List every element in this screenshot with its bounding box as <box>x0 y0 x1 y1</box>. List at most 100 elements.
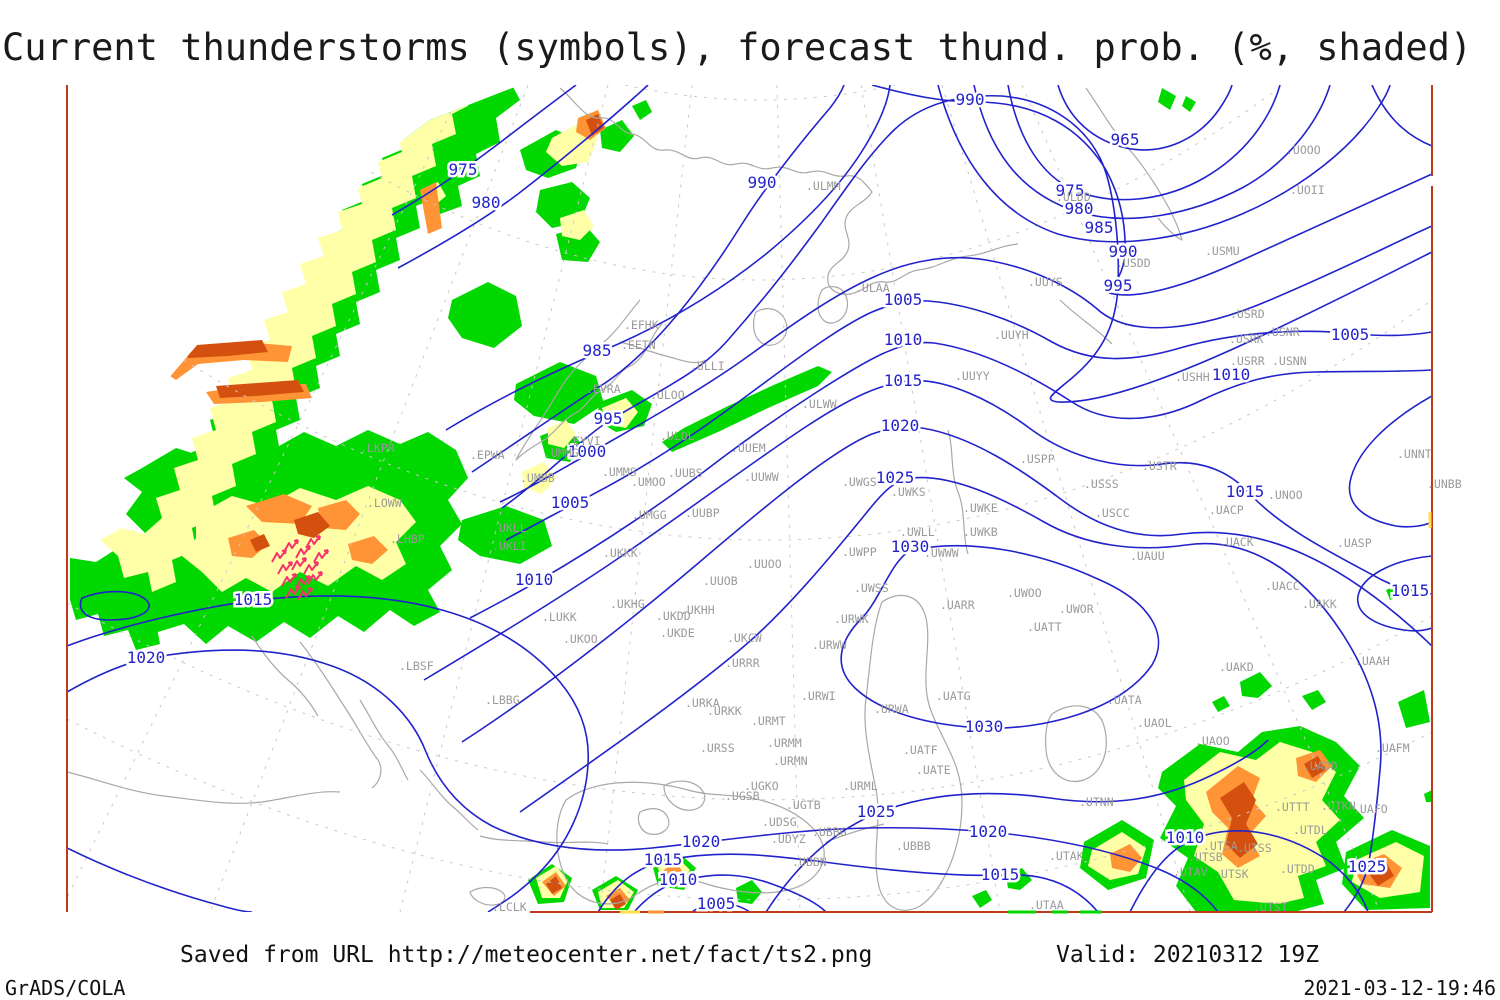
station-label: .USMU <box>1205 244 1240 258</box>
station-label: .UWPP <box>842 545 877 559</box>
isobar-label: 965 <box>1111 130 1140 149</box>
station-label: .LBBG <box>485 693 520 707</box>
station-label: .UAKK <box>1302 597 1337 611</box>
station-label: .UAKD <box>1219 660 1254 674</box>
station-label: .URRR <box>725 656 760 670</box>
station-label: .UTSS <box>1237 841 1272 855</box>
station-label: .USNR <box>1265 325 1300 339</box>
isobar-label: 990 <box>956 90 985 109</box>
station-label: .UTDL <box>1293 823 1328 837</box>
station-label: .UMGG <box>632 508 667 522</box>
station-label: .URMM <box>767 736 802 750</box>
station-label: .URMN <box>773 754 808 768</box>
graticule-layer <box>67 85 1432 912</box>
station-label: .UAOO <box>1195 734 1230 748</box>
station-label: .UKLL <box>492 521 527 535</box>
station-label: .UKDD <box>656 609 691 623</box>
isobar-label: 1020 <box>682 832 721 851</box>
isobar-label: 980 <box>1065 199 1094 218</box>
station-label: .UWWW <box>924 546 959 560</box>
thunderstorm-symbol-icon <box>283 539 299 553</box>
isobar-label: 1025 <box>876 468 915 487</box>
station-label: .UTAA <box>1029 898 1064 912</box>
station-label: .EFHK <box>624 318 659 332</box>
isobar-label: 995 <box>594 409 623 428</box>
station-label: .UDYZ <box>771 832 806 846</box>
station-label: .UNNT <box>1397 447 1432 461</box>
station-label: .USDD <box>1116 256 1151 270</box>
station-label: .UARR <box>940 598 975 612</box>
station-label: .EYVI <box>566 434 601 448</box>
isobar-label: 990 <box>1109 242 1138 261</box>
station-label: .UACC <box>1265 579 1300 593</box>
station-label: .UTAV <box>1173 865 1208 879</box>
station-label: .UKHG <box>610 597 645 611</box>
station-label: .URKA <box>685 696 720 710</box>
station-label: .USRR <box>1230 354 1265 368</box>
station-label: .UTTT <box>1275 800 1310 814</box>
isobar-label: 1010 <box>515 570 554 589</box>
isobar-label: 1015 <box>1391 581 1430 600</box>
station-label: .USHH <box>1175 370 1210 384</box>
station-label: .UUEM <box>731 441 766 455</box>
station-label: .UWKB <box>963 525 998 539</box>
isobar-label: 1020 <box>969 822 1008 841</box>
isobar-label: 1005 <box>697 894 736 913</box>
isobar-label: 1005 <box>551 493 590 512</box>
station-label: .UATF <box>903 743 938 757</box>
render-timestamp: 2021-03-12-19:46 <box>1303 976 1496 1000</box>
station-label: .URMT <box>751 714 786 728</box>
station-label: .USCC <box>1095 506 1130 520</box>
map-frame <box>66 85 1433 914</box>
station-label: .USTR <box>1142 459 1177 473</box>
isobar-label: 1015 <box>644 850 683 869</box>
station-label: .UUYS <box>1028 275 1063 289</box>
station-label: .UMMS <box>602 465 637 479</box>
station-label: .ULMM <box>806 179 841 193</box>
station-label: .USSS <box>1084 477 1119 491</box>
station-label: .UASP <box>1337 536 1372 550</box>
station-label: .ULOO <box>650 388 685 402</box>
station-label: .ULOL <box>660 429 695 443</box>
isobar-label: 1030 <box>891 537 930 556</box>
thunderstorm-symbol-icon <box>277 561 293 575</box>
isobar-label: 1030 <box>965 717 1004 736</box>
station-label: .UTST <box>1253 900 1288 914</box>
station-label: .UOOO <box>1286 143 1321 157</box>
station-label: .UUBP <box>685 506 720 520</box>
station-label: .UKKK <box>603 546 638 560</box>
station-label: .UMOO <box>631 475 666 489</box>
station-label: .UKOO <box>563 632 598 646</box>
thunderstorm-symbol-icon <box>291 557 307 571</box>
station-label: .URWW <box>812 638 847 652</box>
isobar-label: 1020 <box>127 648 166 667</box>
station-label: .UTDD <box>1280 862 1315 876</box>
station-label: .UUOO <box>747 557 782 571</box>
station-label: .UAFM <box>1375 741 1410 755</box>
station-label: .UTAK <box>1049 849 1084 863</box>
station-label: .USRK <box>1229 332 1264 346</box>
isobar-label: 1010 <box>659 870 698 889</box>
station-label: .UWLL <box>900 525 935 539</box>
station-label: .LBSF <box>399 659 434 673</box>
page-title: Current thunderstorms (symbols), forecas… <box>2 26 1473 69</box>
isobar-label: 1005 <box>1331 325 1370 344</box>
isobar-label: 995 <box>1104 276 1133 295</box>
station-label: .ULAA <box>855 281 890 295</box>
station-label: .ULDD <box>1056 190 1091 204</box>
station-label: .UKDE <box>660 626 695 640</box>
isobar-label: 1025 <box>857 802 896 821</box>
isobar-label: 985 <box>583 341 612 360</box>
thunderstorm-symbol-icon <box>305 535 321 549</box>
station-label: .LHBP <box>390 532 425 546</box>
station-label: .UATT <box>1027 620 1062 634</box>
station-label: .UMBB <box>520 471 555 485</box>
station-label: .USNN <box>1272 354 1307 368</box>
station-label: .UKLI <box>492 539 527 553</box>
isobar-label: 990 <box>748 173 777 192</box>
isobar-label: 1025 <box>1348 857 1387 876</box>
station-label: .UOII <box>1290 183 1325 197</box>
station-label: .UBBB <box>896 839 931 853</box>
storm-symbols <box>271 535 329 601</box>
isobar-layer <box>67 85 1432 912</box>
